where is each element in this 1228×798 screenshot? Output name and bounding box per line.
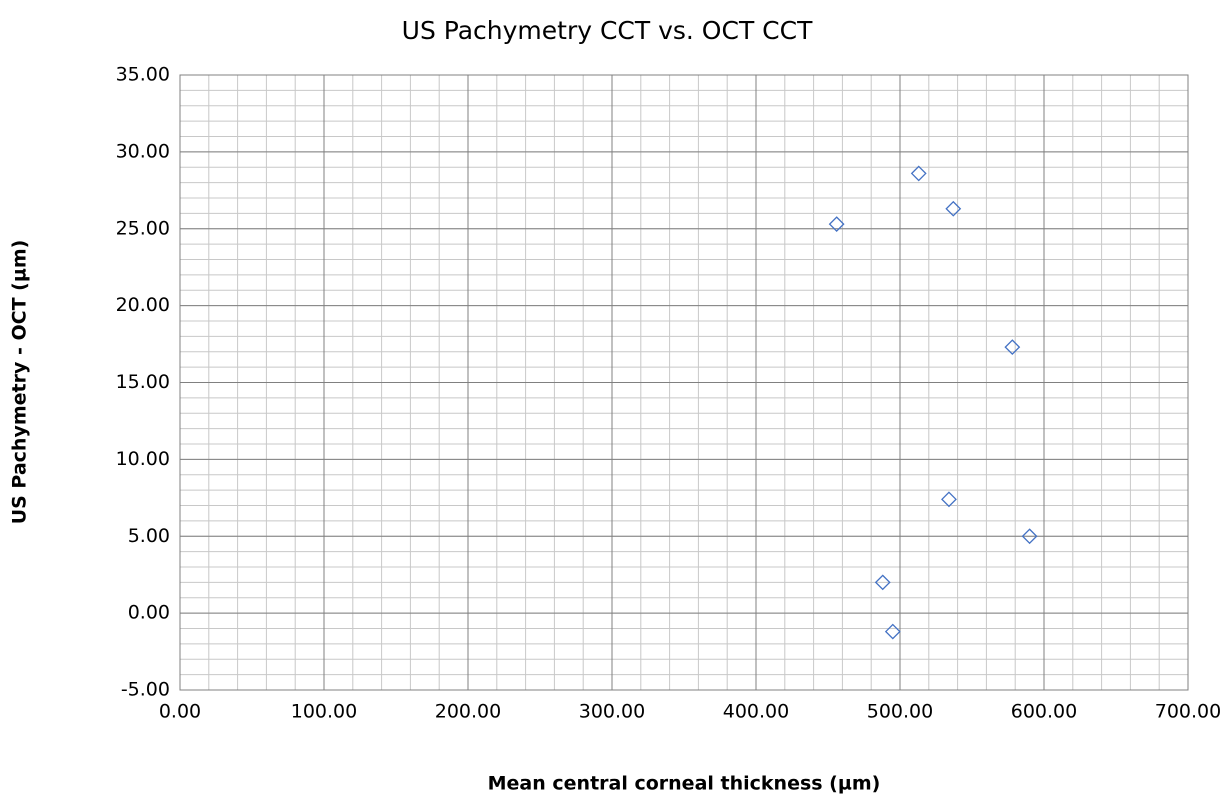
x-tick-label: 100.00 <box>291 701 357 723</box>
point <box>828 216 845 233</box>
y-tick-label: 10.00 <box>116 448 170 470</box>
y-tick-label: 5.00 <box>128 525 170 547</box>
point <box>1021 528 1038 545</box>
point <box>1004 339 1021 356</box>
y-tick-label: 30.00 <box>116 140 170 162</box>
y-tick-label: 15.00 <box>116 371 170 393</box>
x-tick-label: 500.00 <box>867 701 933 723</box>
y-tick-label: 25.00 <box>116 217 170 239</box>
x-tick-label: 300.00 <box>579 701 645 723</box>
x-tick-label: 200.00 <box>435 701 501 723</box>
y-tick-label: 20.00 <box>116 294 170 316</box>
x-axis-label: Mean central corneal thickness (µm) <box>488 773 881 795</box>
x-tick-label: 600.00 <box>1011 701 1077 723</box>
point <box>874 574 891 591</box>
point <box>884 623 901 640</box>
y-axis-label: US Pachymetry - OCT (µm) <box>9 240 31 525</box>
chart-title: US Pachymetry CCT vs. OCT CCT <box>402 16 813 45</box>
x-tick-label: 400.00 <box>723 701 789 723</box>
point <box>945 200 962 217</box>
plot-border <box>179 74 1189 691</box>
point <box>941 491 957 508</box>
y-tick-label: 0.00 <box>128 602 170 624</box>
point <box>910 165 927 182</box>
y-tick-label: 35.00 <box>116 64 170 86</box>
y-tick-label: -5.00 <box>121 679 170 701</box>
x-tick-label: 0.00 <box>159 701 201 723</box>
x-tick-label: 700.00 <box>1155 701 1221 723</box>
